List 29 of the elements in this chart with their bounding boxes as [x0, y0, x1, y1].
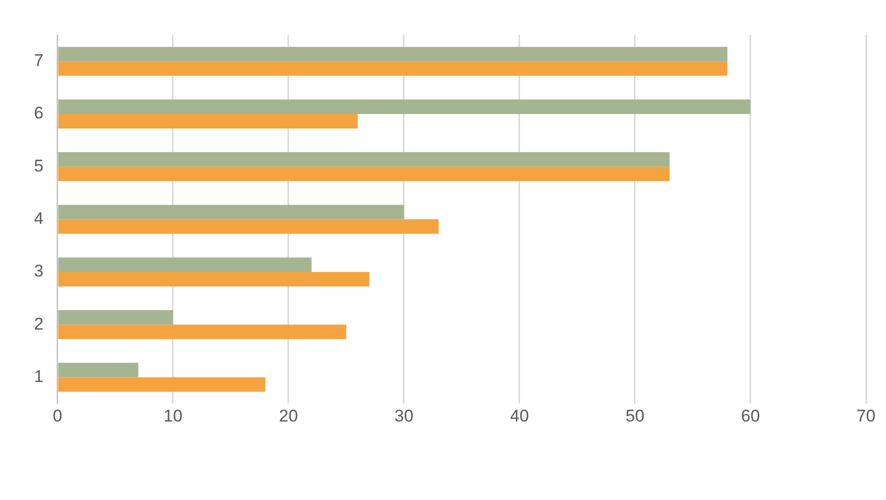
- x-tick-label: 40: [510, 406, 529, 426]
- y-tick-label: 4: [34, 208, 44, 228]
- x-tick-label: 50: [626, 406, 644, 426]
- y-tick-label: 3: [34, 262, 44, 281]
- bar: [58, 219, 439, 234]
- bar: [58, 310, 173, 325]
- bar: [58, 377, 266, 392]
- bar: [58, 272, 370, 286]
- bar: [58, 204, 404, 220]
- y-tick-label: 5: [34, 156, 44, 176]
- x-tick-label: 10: [164, 406, 182, 426]
- bar: [58, 362, 138, 378]
- x-tick-label: 60: [741, 406, 760, 426]
- x-tick-label: 70: [856, 406, 876, 426]
- x-tick-label: 30: [394, 406, 414, 426]
- y-tick-label: 6: [34, 104, 44, 123]
- bar: [58, 61, 728, 76]
- x-tick-label: 0: [52, 406, 62, 426]
- x-tick-label: 20: [279, 406, 298, 426]
- y-tick-label: 2: [34, 314, 44, 334]
- y-tick-label: 7: [34, 51, 44, 70]
- bar: [58, 257, 312, 272]
- bar: [58, 100, 750, 114]
- bar: [58, 152, 670, 167]
- bar: [58, 46, 728, 62]
- bar: [58, 166, 670, 182]
- y-tick-label: 1: [34, 366, 44, 386]
- bar: [58, 114, 358, 128]
- bar: [58, 324, 346, 340]
